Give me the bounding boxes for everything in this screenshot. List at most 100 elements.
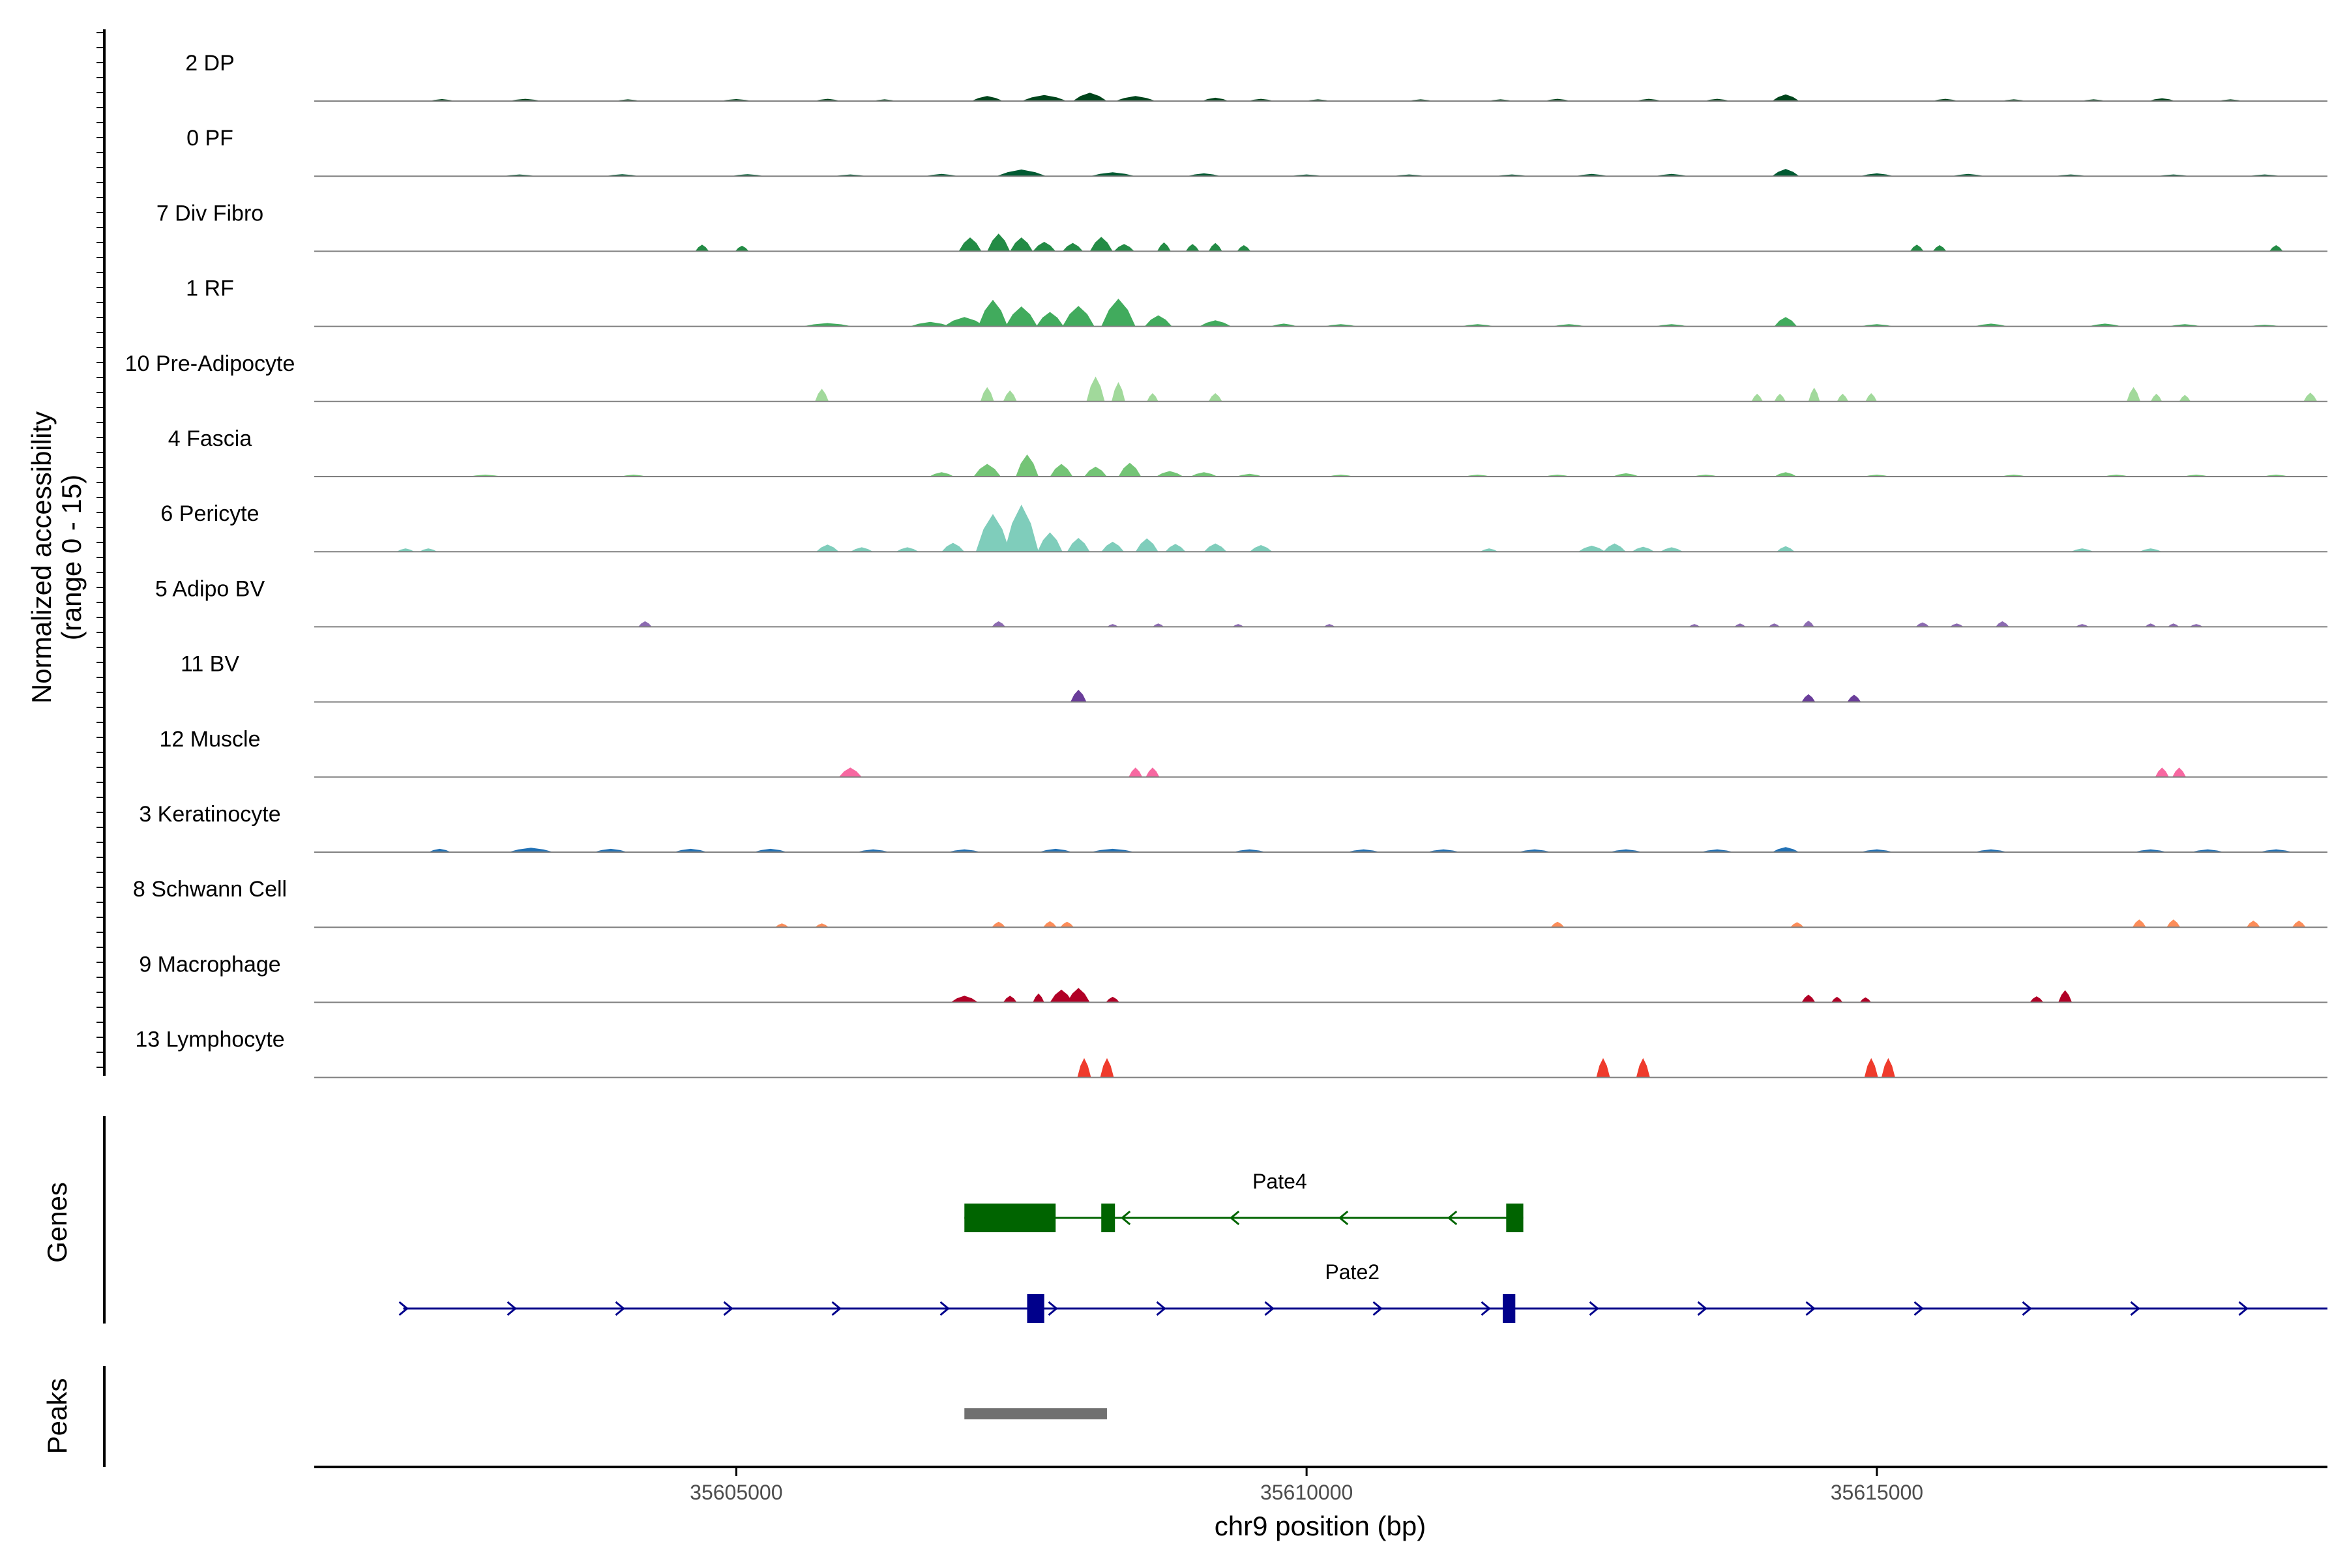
coverage-peak-1-rf-8: [1144, 315, 1172, 327]
coverage-peak-6-pericyte-22: [2139, 548, 2162, 552]
strand-arrow-pate2: [1805, 1301, 1816, 1316]
strand-arrow-pate2: [1697, 1301, 1707, 1316]
coverage-peak-0-pf-13: [1772, 169, 1799, 177]
coverage-peak-9-macrophage-1: [1003, 996, 1017, 1003]
coverage-peak-5-adipo-bv-12: [1995, 621, 2009, 627]
coverage-peak-3-keratinocyte-3: [673, 848, 708, 852]
coverage-peak-7-div-fibro-1: [735, 245, 749, 252]
coverage-peak-7-div-fibro-11: [1208, 243, 1222, 252]
strand-arrow-pate4: [1229, 1210, 1240, 1226]
coverage-peak-5-adipo-bv-0: [638, 621, 652, 627]
coverage-peak-0-pf-5: [996, 170, 1047, 177]
strand-arrow-pate2: [723, 1301, 733, 1316]
coverage-peak-7-div-fibro-6: [1062, 243, 1084, 252]
track-11-bv: 11 BV: [181, 652, 2327, 703]
coverage-peak-7-div-fibro-9: [1157, 242, 1171, 252]
strand-arrow-pate2: [831, 1301, 842, 1316]
coverage-peak-7-div-fibro-12: [1237, 245, 1251, 252]
coverage-peak-6-pericyte-4: [896, 547, 919, 552]
track-2-dp: 2 DP: [185, 51, 2327, 102]
coverage-peak-7-div-fibro-7: [1089, 237, 1113, 252]
coverage-peak-1-rf-15: [1774, 317, 1797, 327]
coverage-peak-4-fascia-7: [1118, 462, 1142, 477]
track-12-muscle: 12 Muscle: [160, 727, 2327, 778]
exon-pate4-0: [964, 1204, 1056, 1232]
coverage-peak-3-keratinocyte-6: [947, 849, 982, 852]
coverage-peak-8-schwann-cell-8: [2166, 919, 2181, 928]
coverage-peak-10-pre-adipocyte-11: [1865, 393, 1877, 402]
coverage-peak-1-rf-17: [1973, 323, 2009, 327]
coverage-peak-9-macrophage-0: [951, 996, 979, 1003]
coverage-peak-8-schwann-cell-2: [992, 921, 1006, 928]
strand-arrow-pate2: [1481, 1301, 1491, 1316]
coverage-peak-10-pre-adipocyte-1: [980, 387, 994, 402]
coverage-peak-1-rf-4: [1005, 306, 1038, 327]
coverage-peak-6-pericyte-0: [396, 548, 415, 552]
y-axis-title-line1: Normalized accessibility: [26, 411, 57, 703]
coverage-peak-5-adipo-bv-6: [1689, 624, 1700, 627]
coverage-peak-7-div-fibro-10: [1185, 244, 1200, 252]
track-0-pf: 0 PF: [186, 126, 2327, 177]
coverage-peak-10-pre-adipocyte-0: [815, 389, 829, 402]
coverage-peak-9-macrophage-9: [2030, 996, 2044, 1003]
coverage-peak-6-pericyte-15: [1480, 548, 1499, 552]
coverage-peak-3-keratinocyte-18: [2133, 849, 2168, 852]
coverage-peak-11-bv-2: [1847, 694, 1861, 702]
coverage-peak-7-div-fibro-2: [958, 237, 982, 252]
coverage-peak-8-schwann-cell-0: [775, 923, 789, 928]
coverage-peak-5-adipo-bv-4: [1232, 624, 1244, 627]
track-label-7-div-fibro: 7 Div Fibro: [156, 201, 263, 226]
coverage-peak-1-rf-9: [1199, 320, 1232, 327]
coverage-peak-10-pre-adipocyte-8: [1774, 393, 1786, 402]
strand-arrow-pate2: [2238, 1301, 2249, 1316]
y-axis-title-line2: (range 0 - 15): [56, 475, 87, 640]
coverage-peak-10-pre-adipocyte-3: [1086, 376, 1105, 402]
coverage-peak-2-dp-18: [1772, 94, 1799, 101]
coverage-peak-3-keratinocyte-13: [1608, 849, 1644, 852]
gene-label-pate2: Pate2: [1325, 1260, 1380, 1284]
track-9-macrophage: 9 Macrophage: [139, 952, 2327, 1003]
track-label-8-schwann-cell: 8 Schwann Cell: [133, 877, 287, 902]
coverage-peak-8-schwann-cell-9: [2246, 921, 2260, 928]
coverage-peak-5-adipo-bv-10: [1915, 622, 1930, 627]
coverage-peak-11-bv-1: [1801, 694, 1816, 702]
coverage-peak-1-rf-1: [909, 321, 951, 327]
coverage-peak-1-rf-5: [1036, 312, 1064, 327]
strand-arrow-pate2: [1589, 1301, 1599, 1316]
coverage-peak-2-dp-6: [971, 96, 1003, 101]
coverage-peak-9-macrophage-4: [1067, 988, 1090, 1003]
coverage-peak-2-dp-9: [1115, 96, 1157, 101]
coverage-peak-9-macrophage-3: [1050, 989, 1073, 1003]
coverage-peak-7-div-fibro-8: [1114, 244, 1134, 252]
coverage-peak-0-pf-14: [1859, 173, 1895, 177]
coverage-peak-5-adipo-bv-15: [2168, 623, 2179, 627]
track-5-adipo-bv: 5 Adipo BV: [155, 576, 2327, 628]
coverage-peak-9-macrophage-10: [2058, 990, 2073, 1003]
strand-arrow-pate2: [1913, 1301, 1924, 1316]
coverage-peak-5-adipo-bv-16: [2189, 624, 2204, 627]
coverage-peak-6-pericyte-10: [1101, 541, 1125, 552]
track-4-fascia: 4 Fascia: [168, 426, 2327, 477]
coverage-peak-3-keratinocyte-17: [1973, 849, 2009, 852]
exon-pate4-1: [1101, 1204, 1115, 1232]
track-label-0-pf: 0 PF: [186, 126, 233, 151]
strand-arrow-pate2: [398, 1301, 409, 1316]
coverage-peak-1-rf-10: [1270, 323, 1298, 327]
track-8-schwann-cell: 8 Schwann Cell: [133, 877, 2327, 928]
coverage-peak-1-rf-7: [1101, 299, 1136, 327]
strand-arrow-pate2: [1156, 1301, 1166, 1316]
x-axis-title: chr9 position (bp): [1215, 1511, 1426, 1541]
coverage-peak-13-lymphocyte-5: [1881, 1058, 1895, 1078]
coverage-peak-13-lymphocyte-2: [1596, 1058, 1610, 1078]
track-label-9-macrophage: 9 Macrophage: [139, 952, 280, 977]
track-label-4-fascia: 4 Fascia: [168, 426, 252, 451]
coverage-peak-3-keratinocyte-14: [1700, 849, 1735, 852]
y-axis: [96, 29, 106, 1076]
strand-arrow-pate4: [1338, 1210, 1349, 1226]
coverage-peak-8-schwann-cell-3: [1043, 921, 1057, 928]
track-label-12-muscle: 12 Muscle: [160, 727, 261, 752]
coverage-peak-5-adipo-bv-11: [1949, 623, 1964, 627]
gene-pate2: Pate2: [398, 1260, 2327, 1323]
